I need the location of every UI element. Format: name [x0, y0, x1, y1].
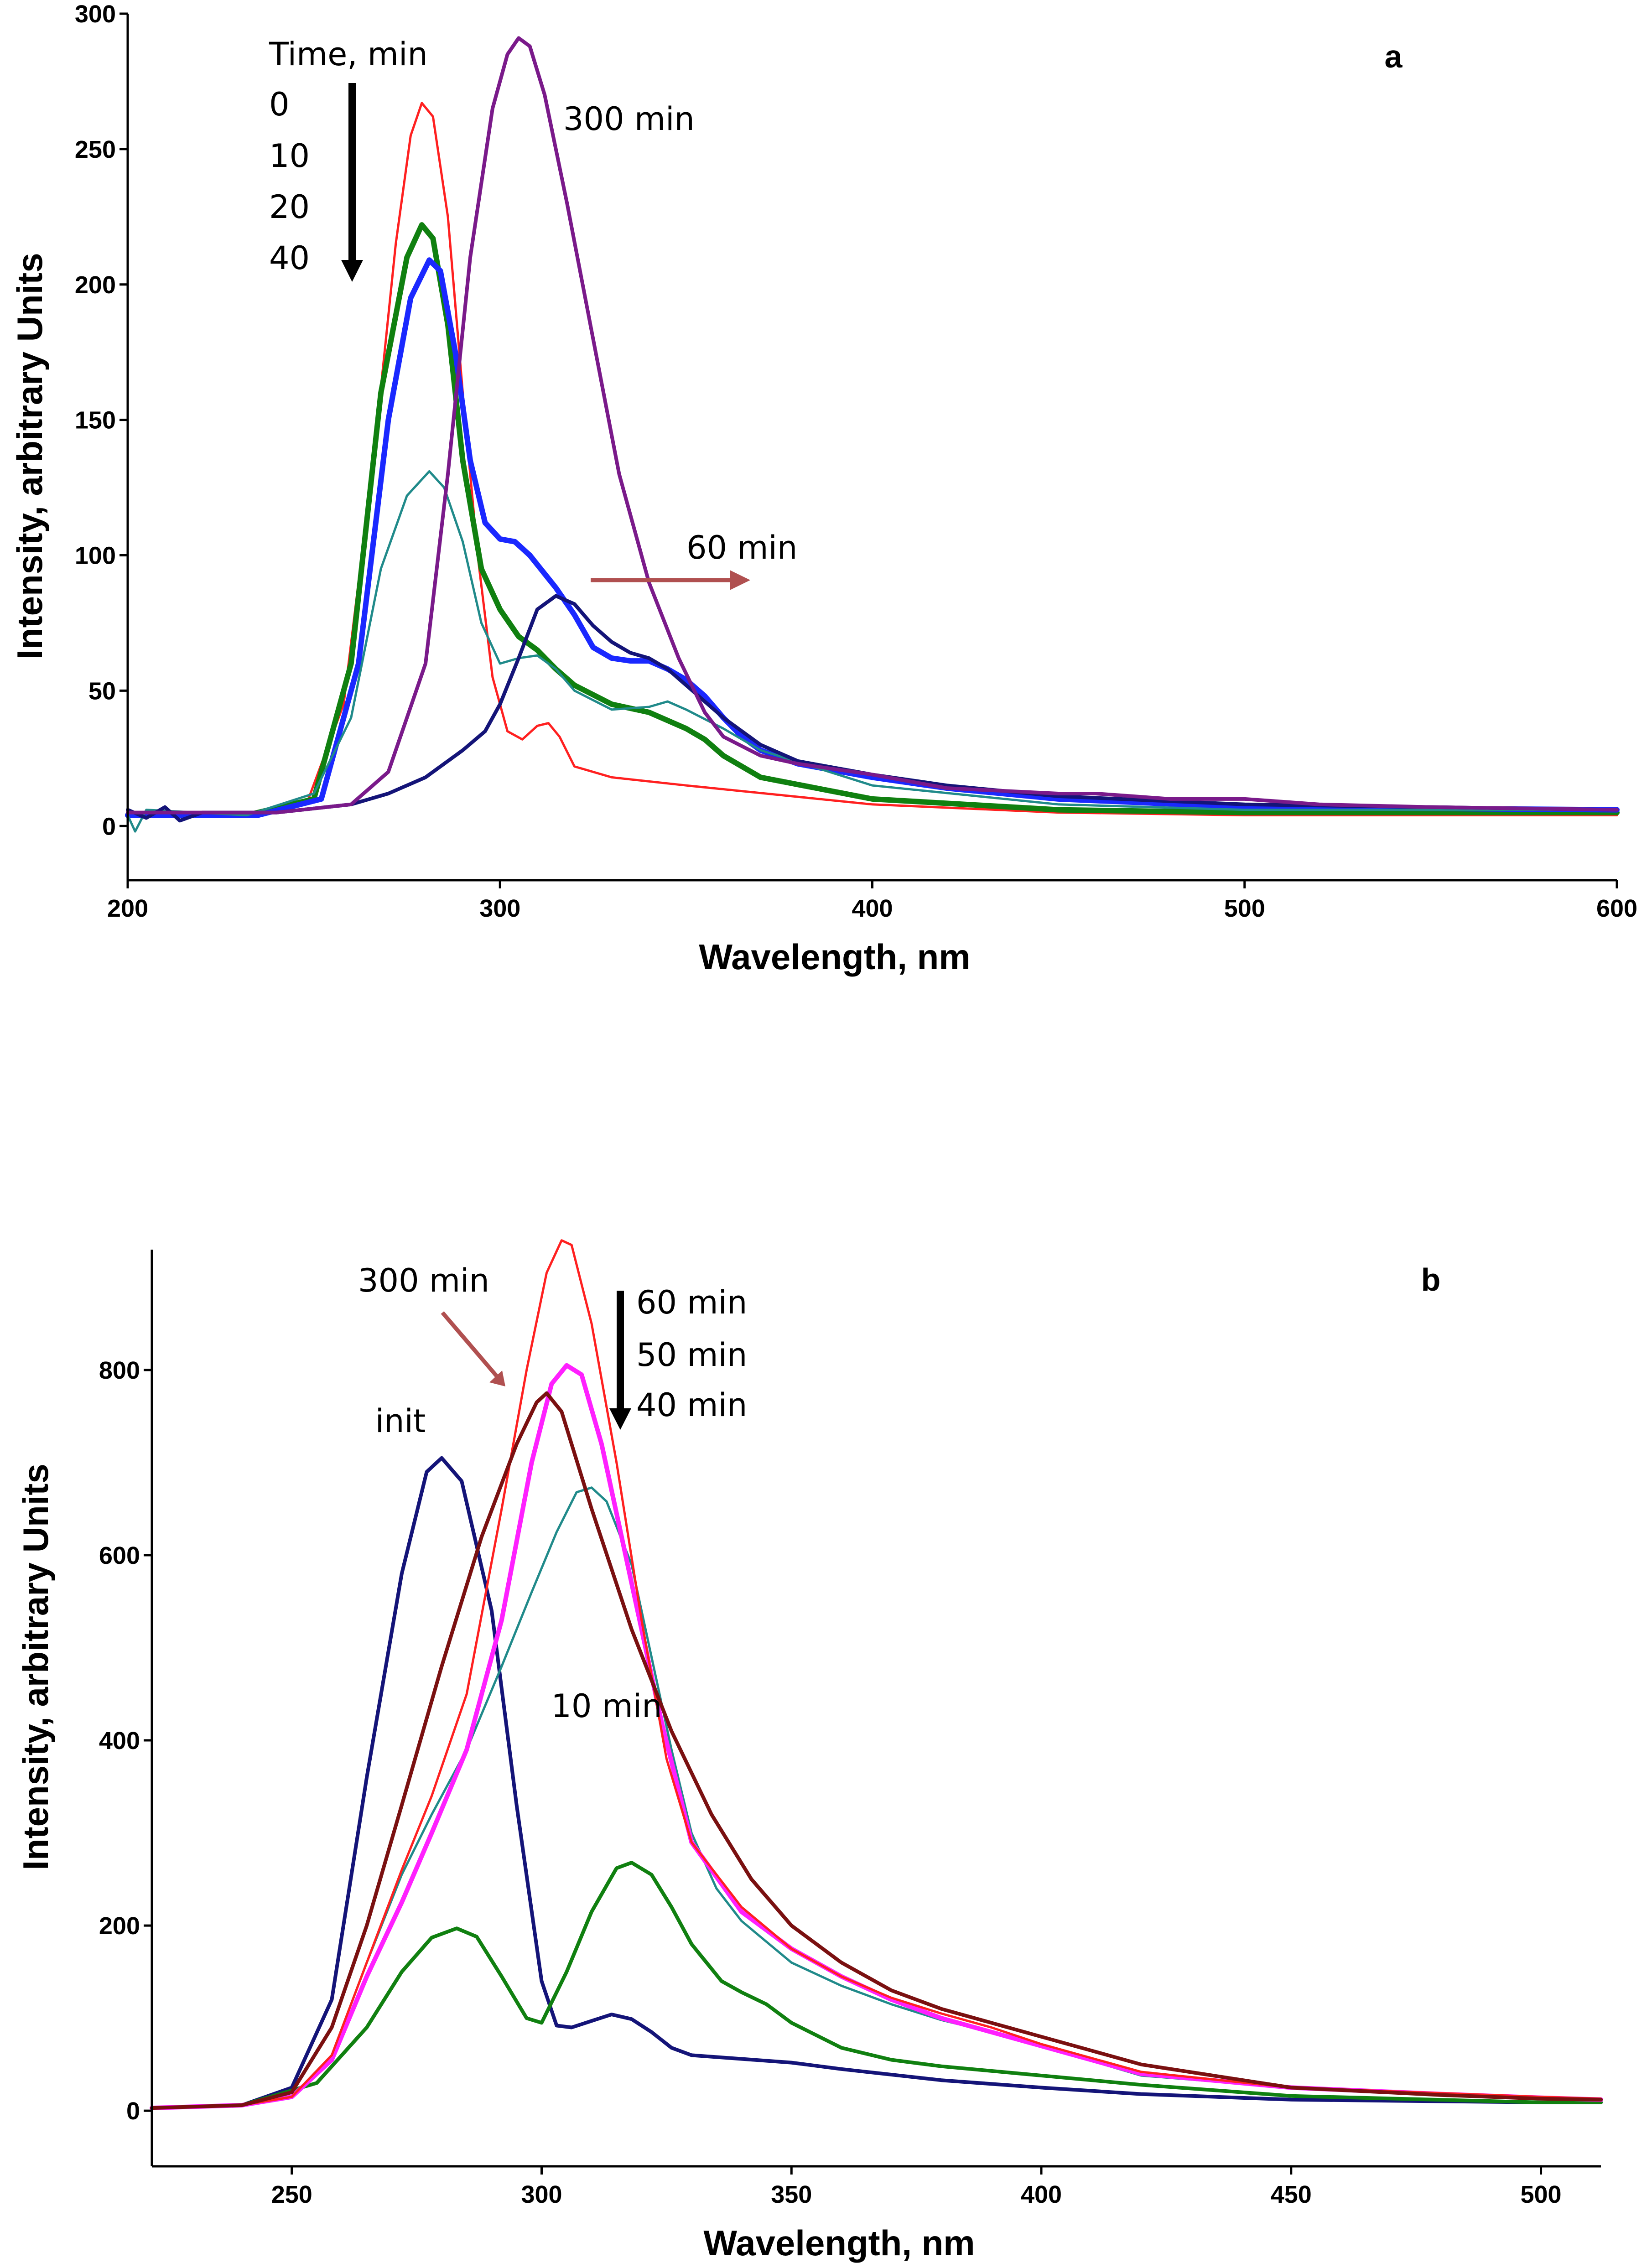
panel-b-x-tick-label-400: 400 — [1021, 2181, 1062, 2208]
panel-a-label-300-min: 300 min — [563, 100, 695, 138]
panel-b-label-10-min: 10 min — [551, 1687, 662, 1725]
panel-b-series-line-init — [150, 1456, 1603, 2110]
panel-b-y-tick-label-400: 400 — [99, 1727, 140, 1754]
panel-a-y-tick-label-300: 300 — [75, 0, 116, 28]
panel-a-down-arrow-icon — [341, 83, 363, 282]
panel-a-x-axis-title: Wavelength, nm — [699, 937, 970, 977]
panel-a-time-value-10: 10 — [269, 137, 310, 175]
panel-a-series-line-300-min — [126, 36, 1619, 815]
panel-b-series-line-50-min — [150, 1363, 1603, 2111]
panel-a-y-tick-label-50: 50 — [88, 677, 116, 705]
panel-b-down-arrow-icon — [609, 1291, 631, 1430]
panel-b-series-group — [150, 1239, 1603, 2111]
panel-b-series-line-60-min — [151, 1239, 1602, 2109]
panel-b-x-tick-label-450: 450 — [1271, 2181, 1312, 2208]
panel-a-time-value-20: 20 — [269, 188, 310, 226]
panel-b-x-axis-title: Wavelength, nm — [703, 2223, 975, 2263]
panel-a-x-tick-label-600: 600 — [1596, 895, 1637, 922]
panel-b-y-tick-label-0: 0 — [126, 2097, 140, 2125]
panel-b-label-300-min: 300 min — [358, 1262, 489, 1299]
chart-panel-b: 250 300 350 400 450 500 0 200 400 600 800 Waveleng… — [16, 1239, 1603, 2263]
panel-b-x-tick-label-300: 300 — [521, 2181, 562, 2208]
panel-b-time-label-60: 60 min — [636, 1284, 747, 1321]
panel-a-x-tick-label-400: 400 — [852, 895, 893, 922]
panel-a-right-arrow-icon — [591, 570, 750, 590]
panel-a-y-tick-label-250: 250 — [75, 136, 116, 163]
panel-a-x-tick-label-500: 500 — [1224, 895, 1265, 922]
panel-b-time-label-50: 50 min — [636, 1336, 747, 1374]
panel-a-y-axis-title: Intensity, arbitrary Units — [10, 253, 50, 659]
panel-b-y-tick-label-800: 800 — [99, 1357, 140, 1384]
panel-b-y-axis-title: Intensity, arbitrary Units — [16, 1464, 56, 1870]
panel-a-series-group — [125, 36, 1620, 833]
panel-b-series-line-10-min — [150, 1861, 1603, 2110]
panel-b-y-tick-label-200: 200 — [99, 1912, 140, 1940]
panel-b-label-init: init — [375, 1402, 426, 1440]
panel-b-diagonal-arrow-icon — [441, 1311, 505, 1386]
panel-b-y-tick-label-600: 600 — [99, 1542, 140, 1569]
panel-a-label: a — [1385, 39, 1403, 74]
panel-a-series-line-10-min — [125, 222, 1620, 818]
panel-b-series-line-300-min — [150, 1391, 1603, 2110]
panel-b-x-tick-label-350: 350 — [771, 2181, 812, 2208]
panel-b-time-label-40: 40 min — [636, 1386, 747, 1424]
panel-b-axes — [151, 1250, 1601, 2168]
panel-a-time-value-0: 0 — [269, 86, 290, 123]
panel-b-label: b — [1421, 1262, 1441, 1298]
panel-a-time-header: Time, min — [269, 36, 428, 73]
panel-a-y-tick-label-200: 200 — [75, 271, 116, 299]
panel-b-ticks: 250 300 350 400 450 500 0 200 400 600 800 — [99, 1357, 1562, 2208]
panel-a-y-tick-label-150: 150 — [75, 407, 116, 434]
panel-a-x-tick-label-300: 300 — [479, 895, 520, 922]
panel-b-x-tick-label-500: 500 — [1520, 2181, 1561, 2208]
panel-a-label-60-min: 60 min — [686, 529, 797, 566]
panel-a-x-tick-label-200: 200 — [107, 895, 148, 922]
panel-a-y-tick-label-100: 100 — [75, 542, 116, 570]
panel-b-x-tick-label-250: 250 — [271, 2181, 312, 2208]
panel-a-y-tick-label-0: 0 — [102, 813, 116, 840]
panel-a-time-value-40: 40 — [269, 239, 310, 277]
